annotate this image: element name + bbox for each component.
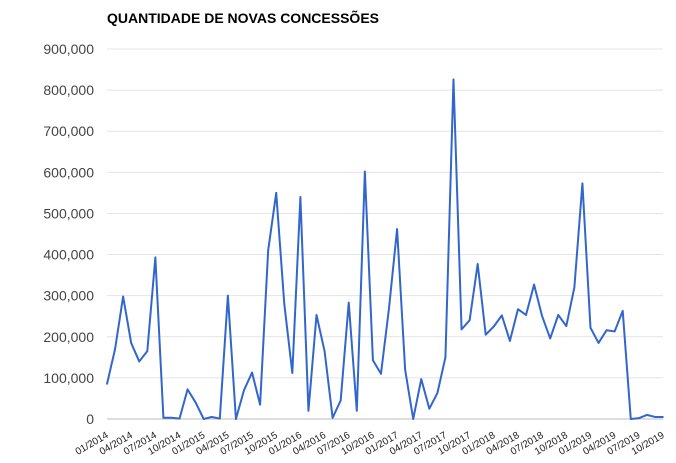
data-point — [509, 340, 511, 342]
data-point — [565, 325, 568, 327]
data-point — [372, 359, 374, 362]
data-point — [210, 416, 213, 418]
data-point — [275, 192, 278, 194]
data-point — [541, 315, 543, 318]
y-tick-label: 0 — [86, 411, 94, 427]
data-point — [323, 350, 326, 352]
series-line — [106, 78, 663, 420]
y-tick-label: 800,000 — [43, 82, 94, 98]
data-point — [492, 325, 495, 328]
data-point — [420, 378, 423, 380]
data-point — [219, 417, 221, 420]
data-point — [501, 314, 503, 317]
data-point — [613, 330, 616, 333]
data-point — [243, 389, 245, 392]
data-point — [484, 333, 487, 336]
data-point — [315, 314, 318, 316]
data-point — [412, 418, 415, 420]
data-point — [347, 301, 350, 304]
y-tick-label: 500,000 — [43, 205, 94, 221]
data-point — [235, 418, 237, 420]
data-point — [178, 417, 181, 420]
data-point — [589, 326, 592, 329]
data-point — [170, 416, 173, 419]
data-point — [549, 337, 551, 340]
y-tick-label: 200,000 — [43, 329, 94, 345]
data-point — [404, 368, 406, 371]
data-point — [452, 78, 455, 81]
data-point — [557, 314, 560, 316]
data-point — [476, 263, 479, 265]
data-point — [339, 399, 342, 402]
data-point — [186, 388, 189, 391]
y-axis-ticks: 0 100,000 200,000 300,000 400,000 500,000 600,… — [43, 41, 94, 427]
data-point — [130, 342, 132, 344]
data-point — [396, 228, 398, 230]
data-point — [267, 249, 269, 252]
data-point — [259, 403, 261, 406]
data-point — [597, 342, 600, 344]
data-point — [283, 303, 286, 305]
x-axis-ticks: 01/201404/201407/201410/201401/201504/20… — [74, 430, 667, 458]
data-point — [307, 409, 310, 412]
data-point — [581, 182, 584, 185]
data-point — [162, 416, 165, 419]
data-point — [194, 401, 197, 404]
data-point — [525, 314, 527, 316]
data-point — [114, 348, 116, 350]
data-point — [444, 356, 447, 359]
data-point — [533, 283, 535, 286]
data-point — [388, 307, 390, 309]
y-tick-label: 600,000 — [43, 164, 94, 180]
data-point — [122, 295, 124, 298]
data-point — [428, 407, 431, 410]
data-point — [138, 360, 141, 363]
y-tick-label: 400,000 — [43, 247, 94, 263]
data-point — [299, 196, 302, 198]
data-point — [605, 329, 608, 332]
y-tick-label: 100,000 — [43, 370, 94, 386]
data-point — [621, 310, 624, 312]
data-point — [436, 392, 439, 394]
data-point — [517, 308, 519, 311]
data-point — [468, 319, 471, 322]
data-point — [646, 414, 648, 416]
data-point — [380, 372, 382, 375]
data-point — [355, 409, 358, 412]
chart-title: QUANTIDADE DE NOVAS CONCESSÕES — [107, 10, 379, 26]
data-point — [106, 383, 108, 385]
data-point — [291, 372, 294, 374]
data-point — [460, 328, 463, 331]
gridlines — [107, 48, 663, 420]
data-point — [573, 286, 576, 289]
data-point — [629, 418, 632, 420]
data-point — [638, 417, 640, 419]
y-tick-label: 900,000 — [43, 41, 94, 57]
data-point — [662, 416, 664, 418]
y-tick-label: 700,000 — [43, 123, 94, 139]
data-point — [227, 294, 229, 297]
data-points — [106, 78, 664, 420]
data-point — [202, 418, 205, 420]
data-point — [154, 256, 157, 259]
data-point — [331, 416, 334, 419]
data-point — [364, 170, 366, 173]
data-point — [251, 371, 253, 374]
y-tick-label: 300,000 — [43, 288, 94, 304]
data-point — [654, 416, 656, 418]
data-point — [146, 350, 149, 352]
